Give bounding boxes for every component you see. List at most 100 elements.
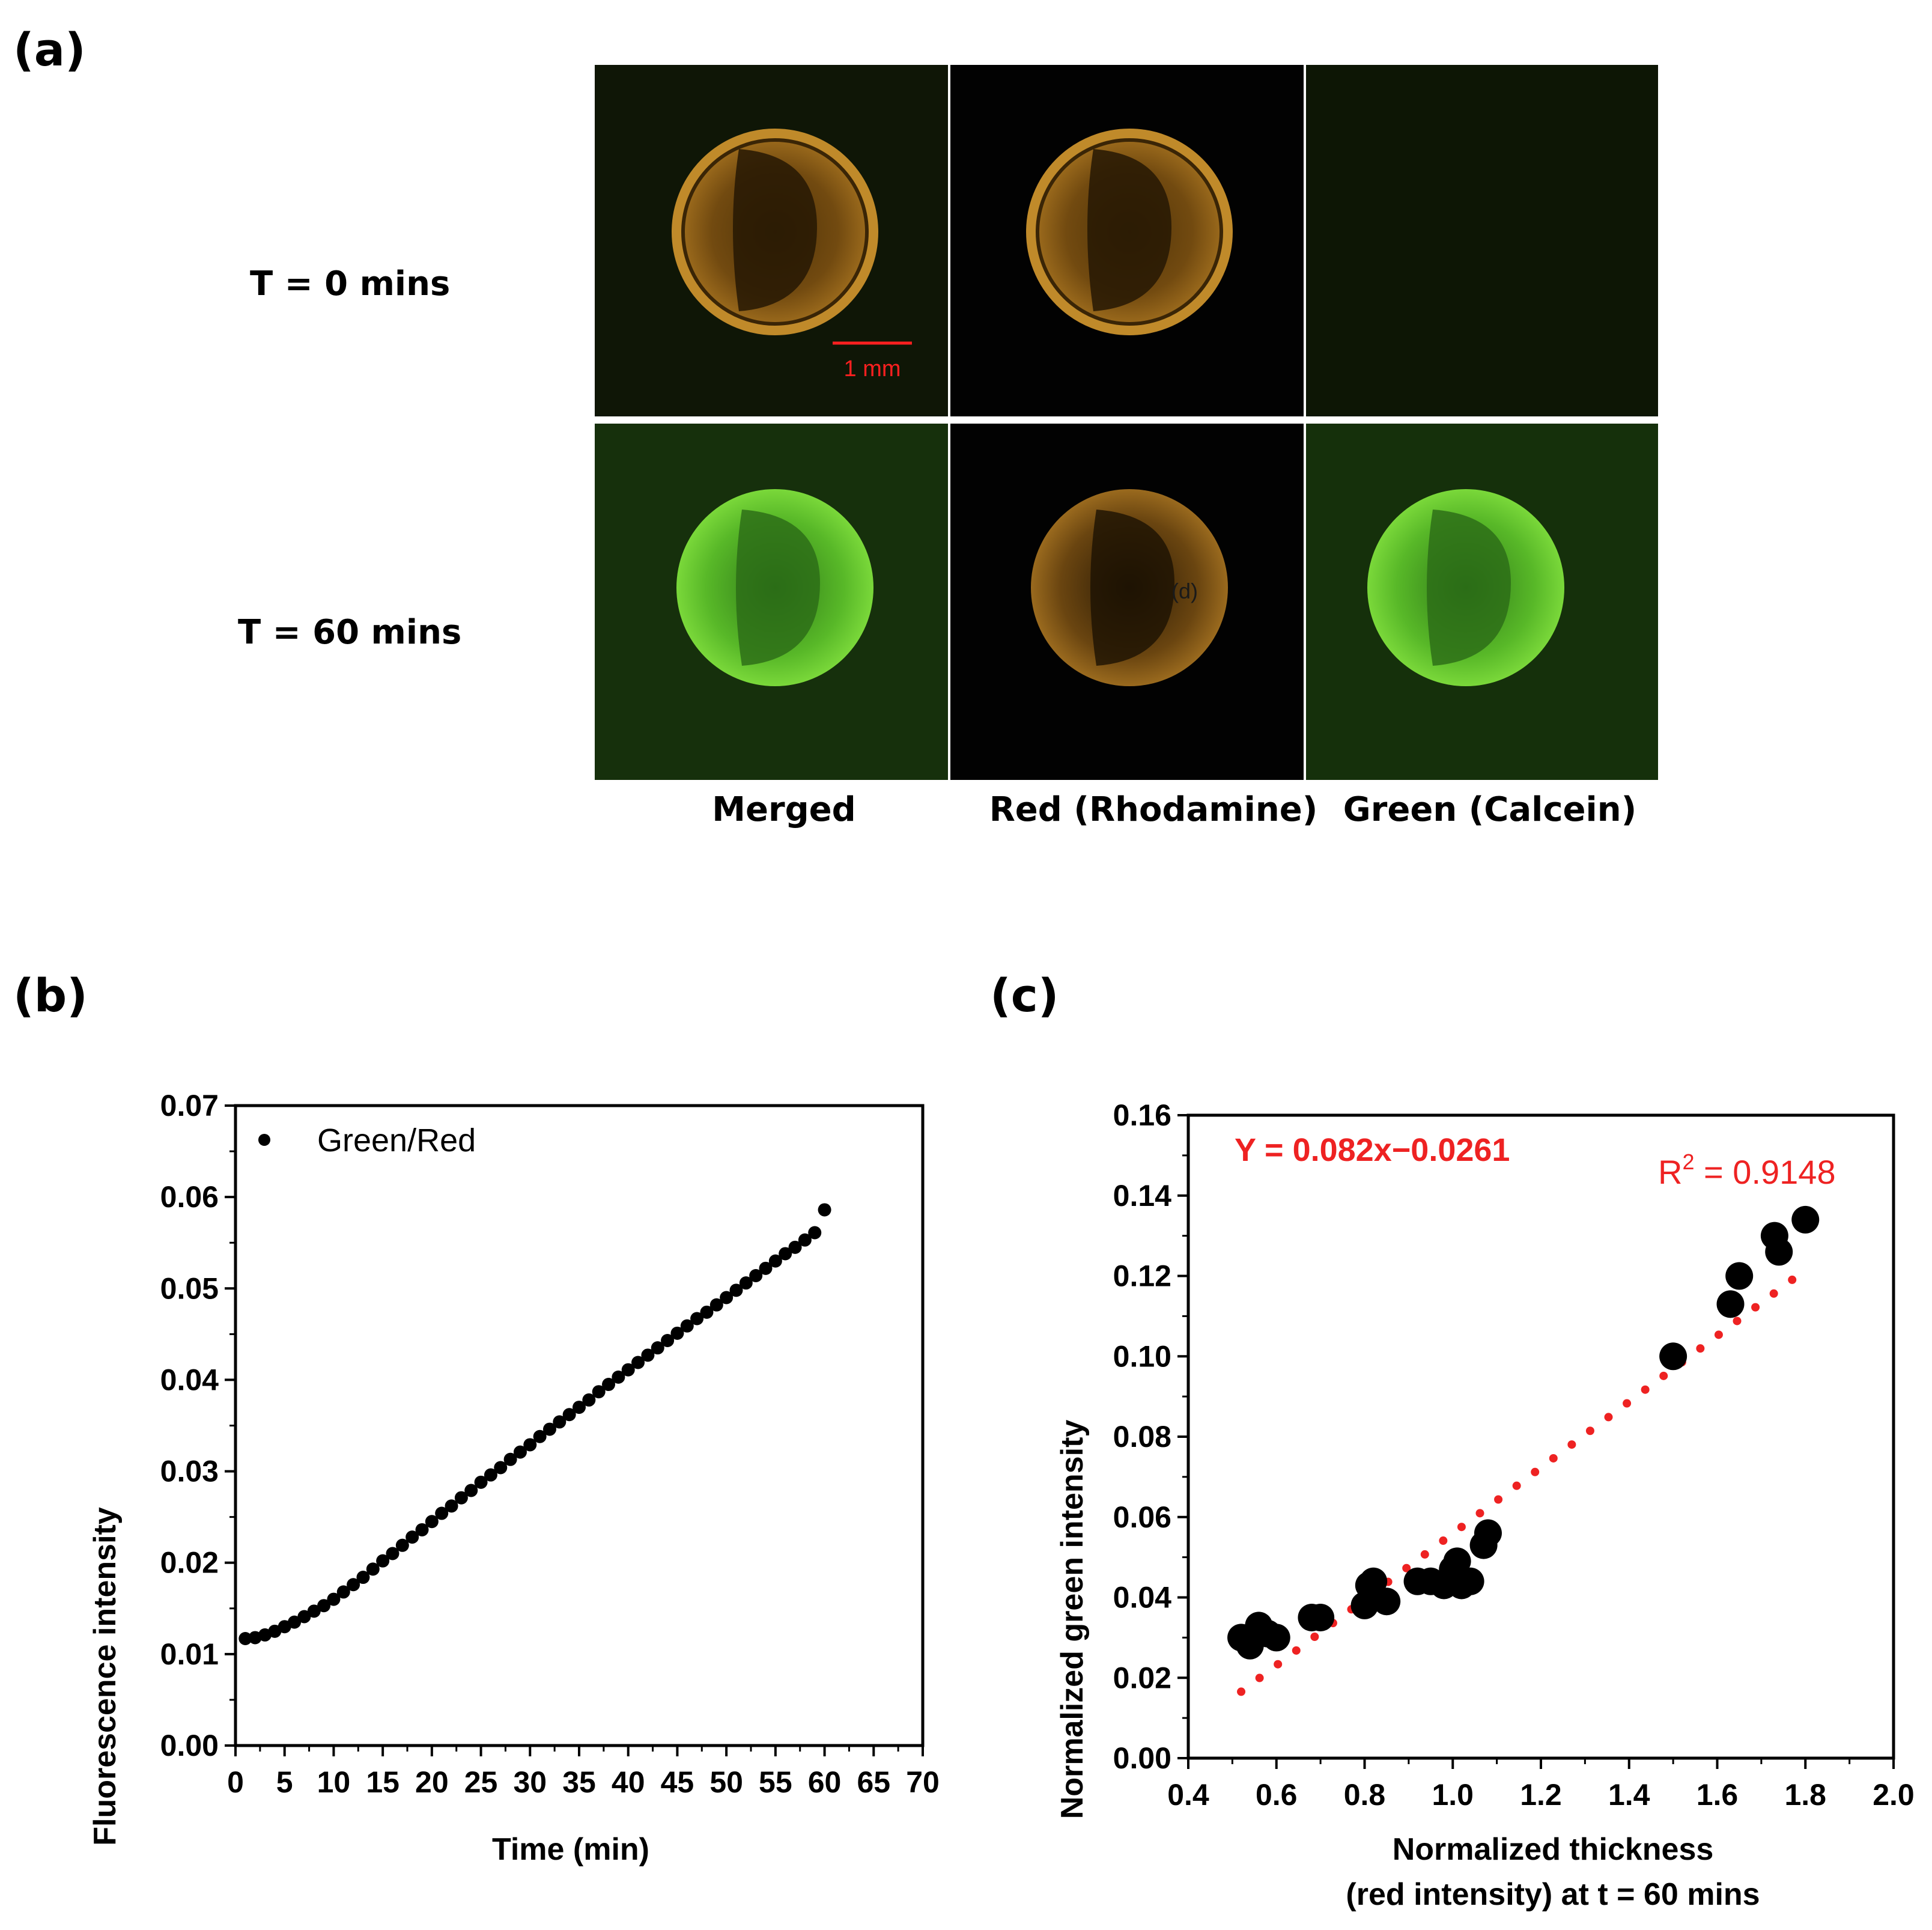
data-point [1456,1567,1484,1595]
fit-line-dot [1439,1536,1448,1545]
chart-b-xlabel: Time (min) [492,1832,649,1867]
chart-b-x-tick-label: 55 [759,1765,792,1799]
data-point [749,1268,763,1282]
fit-r2-exponent: 2 [1682,1149,1694,1174]
chart-c-xlabel-line2: (red intensity) at t = 60 mins [1346,1877,1760,1912]
data-point [386,1547,399,1560]
data-point [464,1484,478,1497]
data-point [376,1554,390,1568]
panel-label-a: (a) [13,23,86,76]
fit-line-dot [1292,1646,1301,1655]
col-label-green: Green (Calcein) [1343,790,1637,829]
data-point [592,1385,606,1399]
fit-line-dot [1457,1523,1466,1532]
data-point [445,1499,458,1513]
chart-c-x-tick-label: 0.6 [1256,1778,1298,1812]
data-point [690,1312,704,1326]
chart-c-xlabel: Normalized thickness [1393,1832,1714,1867]
fit-r2-value: = 0.9148 [1694,1153,1835,1191]
data-point [573,1401,586,1414]
data-point [1307,1603,1335,1631]
chart-c-y-tick-label: 0.00 [1113,1741,1171,1775]
data-point [366,1562,380,1576]
fit-line-dot [1714,1330,1723,1339]
chart-c-y-tick-label: 0.08 [1113,1420,1171,1454]
chart-b-y-tick-label: 0.07 [160,1089,219,1122]
data-point [327,1592,341,1606]
data-point [425,1515,439,1529]
chart-b-y-tick-label: 0.02 [160,1546,219,1580]
chart-b-y-tick-label: 0.00 [160,1729,219,1762]
data-point [278,1620,291,1634]
data-point [435,1506,449,1520]
data-point [788,1240,802,1254]
data-point [621,1363,635,1377]
fit-line-dot [1585,1426,1594,1435]
data-point [523,1438,537,1452]
data-point [297,1610,311,1624]
data-point [317,1599,331,1613]
chart-b-y-tick-label: 0.05 [160,1271,219,1305]
fit-line-dot [1255,1673,1264,1682]
data-point [1262,1624,1290,1652]
fit-line-dot [1751,1303,1760,1312]
chart-b-x-tick-label: 40 [612,1765,645,1799]
scale-bar-label: 1 mm [844,356,901,382]
fit-line-dot [1549,1454,1558,1463]
data-point [1443,1547,1471,1575]
chart-b-y-tick-label: 0.03 [160,1455,219,1488]
data-point [1765,1238,1793,1266]
data-point [759,1261,773,1275]
chart-b-x-tick-label: 60 [808,1765,842,1799]
sample-disc-t60-red [1031,489,1228,686]
data-point [612,1370,625,1384]
data-point [1725,1262,1754,1290]
chart-c-x-tick-label: 1.2 [1520,1778,1562,1812]
chart-b-y-tick-label: 0.04 [160,1363,219,1396]
fit-r2-prefix: R [1658,1153,1682,1191]
fit-line-dot [1696,1344,1705,1353]
chart-b: 0 5 10 15 20 25 30 35 40 45 50 55 60 65 70 0.00 0.01 0.02… [88,1089,940,1867]
fit-line-dot [1788,1275,1797,1284]
data-point [739,1276,753,1290]
data-point [818,1203,831,1217]
chart-c-x-tick-label: 1.6 [1697,1778,1739,1812]
data-point [336,1585,350,1599]
fit-line-dot [1659,1371,1668,1380]
legend-label: Green/Red [317,1122,476,1158]
chart-b-x-tick-label: 45 [661,1765,694,1799]
data-point [1716,1290,1745,1318]
data-point [415,1523,429,1536]
data-point [1359,1567,1388,1595]
fit-line-dot [1274,1660,1283,1669]
grid-divider [595,416,1658,424]
chart-c-y-tick-label: 0.12 [1113,1259,1171,1293]
panel-label-b: (b) [13,969,88,1022]
fit-line-dot [1310,1632,1319,1641]
data-point [307,1604,321,1618]
data-point [779,1247,792,1261]
chart-c: 0.4 0.6 0.8 1.0 1.2 1.4 1.6 1.8 2.0 0.00 0.02 0.04 0… [1055,1098,1915,1912]
data-point [542,1422,556,1436]
data-point [680,1319,694,1333]
fit-equation: Y = 0.082x−0.0261 [1235,1132,1510,1168]
data-point [798,1233,812,1247]
data-point [1791,1205,1820,1234]
data-point [700,1305,714,1319]
chart-c-x-tick-label: 2.0 [1873,1778,1915,1812]
chart-b-x-tick-label: 5 [276,1765,293,1799]
fit-line-dot [1494,1495,1503,1504]
chart-b-x-tick-label: 25 [464,1765,498,1799]
chart-c-x-tick-label: 1.0 [1432,1778,1474,1812]
micrograph-grid: 1 mm (d) [595,65,1658,780]
fit-line-dot [1475,1509,1484,1518]
data-point [729,1283,743,1297]
fit-line-dot [1531,1467,1540,1476]
data-point [356,1571,370,1584]
chart-b-x-tick-label: 70 [906,1765,940,1799]
data-point [651,1341,664,1355]
row-label-t0: T = 0 mins [250,264,451,303]
chart-b-y-tick-label: 0.06 [160,1180,219,1214]
data-point [533,1429,547,1443]
